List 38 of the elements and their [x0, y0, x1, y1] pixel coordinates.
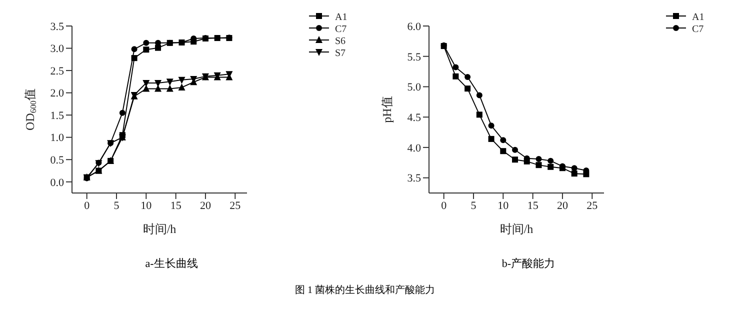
y-tick-label: 1.5 — [50, 110, 64, 122]
legend-label: C7 — [692, 24, 704, 35]
x-tick-label: 10 — [497, 200, 509, 212]
y-tick-label: 3.5 — [50, 20, 64, 33]
x-tick-label: 5 — [113, 200, 120, 212]
legend-label: S6 — [334, 36, 346, 47]
legend-label: C7 — [334, 24, 346, 35]
y-tick-label: 0.5 — [50, 154, 64, 167]
x-tick-label: 15 — [170, 200, 182, 212]
legend-label: A1 — [692, 12, 704, 23]
text: b-产酸能力 — [500, 256, 556, 271]
x-tick-label: 20 — [556, 200, 568, 212]
x-tick-label: 0 — [84, 200, 90, 212]
y-tick-label: 4.0 — [406, 142, 421, 154]
x-axis-title: 时间/h — [499, 222, 533, 236]
y-axis-title: pH值 — [380, 96, 394, 123]
y-tick-label: 6.0 — [406, 20, 421, 33]
x-tick-label: 15 — [526, 200, 538, 212]
x-tick-label: 0 — [440, 200, 447, 212]
y-tick-label: 0.0 — [50, 176, 64, 189]
y-tick-label: 2.5 — [50, 65, 64, 78]
x-axis-title: 时间/h — [142, 222, 176, 236]
y-tick-label: 3.5 — [406, 172, 421, 185]
x-tick-label: 20 — [199, 200, 211, 212]
y-tick-label: 2.0 — [50, 88, 64, 100]
y-tick-label: 1.0 — [50, 132, 64, 144]
y-tick-label: 5.5 — [406, 51, 421, 64]
legend-label: A1 — [334, 12, 347, 23]
text: a-生长曲线 — [144, 257, 199, 271]
caption: 图 1 菌株的生长曲线和产酸能力 — [294, 284, 436, 297]
x-tick-label: 5 — [470, 200, 476, 212]
x-tick-label: 25 — [229, 200, 241, 212]
y-tick-label: 5.0 — [406, 82, 421, 94]
y-tick-label: 4.5 — [406, 112, 421, 124]
y-tick-label: 3.0 — [50, 43, 64, 56]
x-tick-label: 25 — [586, 200, 598, 212]
legend-label: S7 — [334, 48, 346, 59]
x-tick-label: 10 — [140, 200, 152, 212]
